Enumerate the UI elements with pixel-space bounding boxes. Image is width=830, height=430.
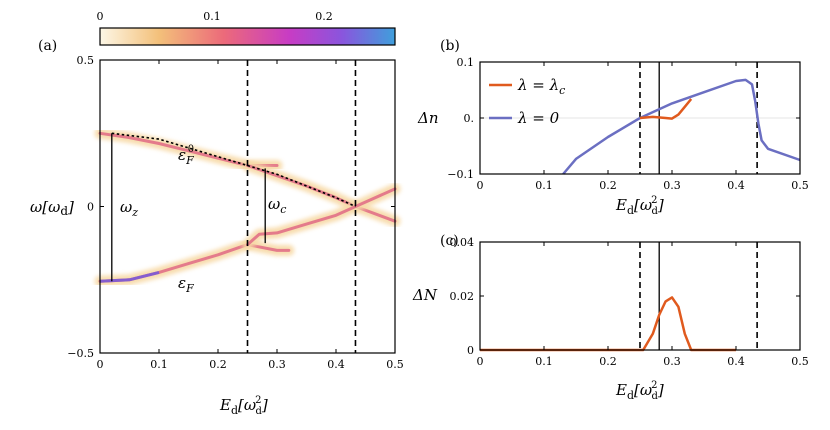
panel-c-xlabel: Ed[ω2 d] bbox=[615, 380, 664, 402]
panel-b-ylabel: Δn bbox=[417, 109, 439, 127]
x-tick-label-5: 0.5 bbox=[386, 358, 404, 371]
colorbar-tick-label-2: 0.2 bbox=[315, 10, 333, 23]
y-tick-label-2: −0.5 bbox=[67, 347, 94, 360]
panel-c-label: (c) bbox=[440, 233, 459, 249]
y-tick-label-1: 0. bbox=[464, 112, 475, 125]
x-tick-label-1: 0.1 bbox=[150, 358, 168, 371]
epsilon-f-label: εF bbox=[178, 274, 194, 295]
panel-b-ticks: 0 0.1 0.2 0.3 0.4 0.5 0.1 0. −0.1 bbox=[447, 56, 808, 192]
colorbar-gradient bbox=[99, 27, 396, 46]
x-tick-label-2: 0.2 bbox=[209, 358, 227, 371]
x-tick-label-4: 0.4 bbox=[727, 355, 745, 368]
panel-c: (c) 0 0.1 0.2 0.3 0.4 0.5 0.04 0.02 0 ΔN Ed[ω2 d] bbox=[412, 233, 809, 402]
x-tick-label-1: 0.1 bbox=[535, 179, 553, 192]
y-tick-label-0: 0.1 bbox=[457, 56, 475, 69]
x-tick-label-5: 0.5 bbox=[791, 355, 809, 368]
panel-c-ticks: 0 0.1 0.2 0.3 0.4 0.5 0.04 0.02 0 bbox=[450, 236, 809, 368]
legend-label-lambda-0: λ = 0 bbox=[517, 109, 560, 127]
y-tick-label-2: 0 bbox=[467, 344, 474, 357]
panel-b-legend: λ = λc λ = 0 bbox=[489, 76, 565, 127]
x-tick-label-4: 0.4 bbox=[327, 358, 345, 371]
colorbar: 0 0.1 0.2 bbox=[97, 10, 396, 46]
legend-label-lambda-c: λ = λc bbox=[517, 76, 565, 97]
x-tick-label-1: 0.1 bbox=[535, 355, 553, 368]
y-tick-label-0: 0.04 bbox=[450, 236, 475, 249]
x-tick-label-0: 0 bbox=[477, 355, 484, 368]
panel-c-marks bbox=[480, 242, 758, 352]
panel-a-marks bbox=[111, 60, 357, 353]
panel-b-marks bbox=[562, 62, 801, 175]
panel-b-xlabel: Ed[ω2 d] bbox=[615, 195, 664, 217]
y-tick-label-1: 0.02 bbox=[450, 290, 475, 303]
y-tick-label-0: 0.5 bbox=[77, 54, 95, 67]
x-tick-label-2: 0.2 bbox=[599, 355, 617, 368]
x-tick-label-5: 0.5 bbox=[791, 179, 809, 192]
panel-a: (a) 0 0.1 0.2 0.3 0.4 0.50.50−0.5 ω[ωd] Ed[ω2… bbox=[30, 38, 404, 417]
series-line-delta-n bbox=[480, 296, 736, 352]
x-tick-label-3: 0.3 bbox=[663, 355, 681, 368]
colorbar-tick-label-1: 0.1 bbox=[203, 10, 221, 23]
panel-b: (b) 0 0.1 0.2 0.3 0.4 0.5 0.1 0. −0.1 λ = λc λ =… bbox=[417, 38, 809, 217]
colorbar-tick-label-0: 0 bbox=[97, 10, 104, 23]
panel-a-ylabel: ω[ωd] bbox=[30, 198, 74, 218]
panel-c-ylabel: ΔN bbox=[412, 286, 438, 304]
x-tick-label-4: 0.4 bbox=[727, 179, 745, 192]
x-tick-label-3: 0.3 bbox=[663, 179, 681, 192]
panel-b-label: (b) bbox=[440, 38, 460, 54]
series-line-lambda-c bbox=[639, 98, 693, 120]
series-line-lambda-0 bbox=[562, 78, 801, 175]
omega-c-label: ωc bbox=[268, 195, 286, 216]
omega-z-label: ωz bbox=[120, 198, 138, 219]
heat-trace-bright bbox=[99, 270, 160, 283]
panel-a-ticks: 0 0.1 0.2 0.3 0.4 0.50.50−0.5 bbox=[67, 54, 403, 371]
x-tick-label-2: 0.2 bbox=[599, 179, 617, 192]
y-tick-label-1: 0 bbox=[87, 201, 94, 214]
panel-a-label: (a) bbox=[38, 38, 57, 54]
panel-a-xlabel: Ed[ω2 d] bbox=[219, 395, 268, 417]
x-tick-label-0: 0 bbox=[97, 358, 104, 371]
x-tick-label-3: 0.3 bbox=[268, 358, 286, 371]
y-tick-label-2: −0.1 bbox=[447, 168, 474, 181]
epsilon-f0-label: εF0 bbox=[178, 144, 194, 167]
x-tick-label-0: 0 bbox=[477, 179, 484, 192]
